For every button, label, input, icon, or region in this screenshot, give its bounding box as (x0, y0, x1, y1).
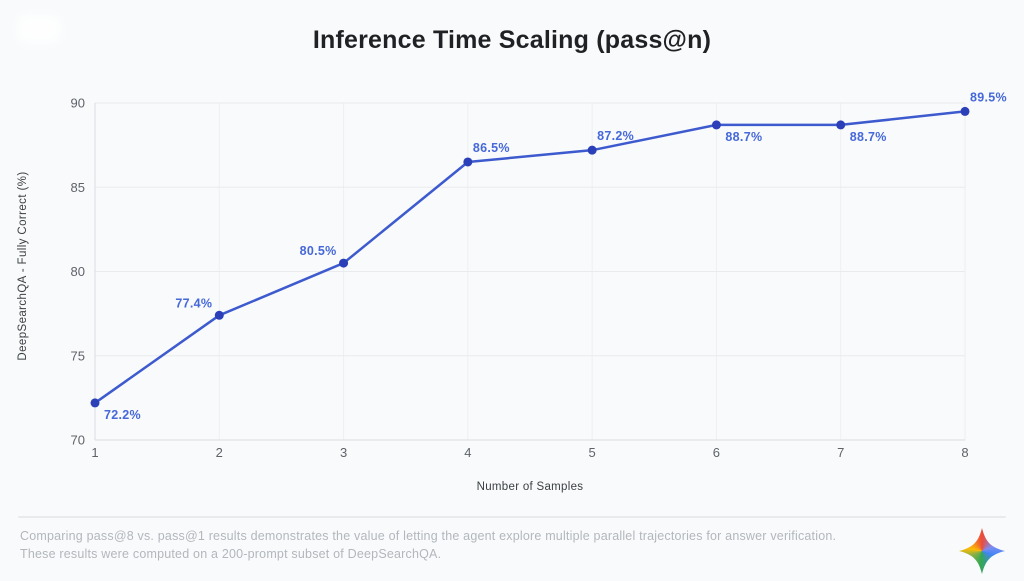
data-point (463, 157, 473, 167)
x-tick-label: 2 (216, 445, 223, 460)
x-tick-label: 4 (464, 445, 471, 460)
data-point (836, 120, 846, 130)
data-point-label: 89.5% (970, 90, 1007, 104)
data-point-label: 86.5% (473, 141, 510, 155)
series-line (93, 110, 967, 405)
data-point (711, 120, 721, 130)
data-point-label: 77.4% (175, 296, 212, 310)
data-point-label: 87.2% (597, 129, 634, 143)
footer-caption-line-1: Comparing pass@8 vs. pass@1 results demo… (20, 529, 837, 543)
data-point-label: 88.7% (725, 130, 762, 144)
data-point-label: 80.5% (300, 244, 337, 258)
data-point (90, 398, 100, 408)
y-tick-label: 70 (71, 433, 85, 448)
x-axis-title: Number of Samples (476, 481, 584, 493)
data-point (214, 310, 224, 320)
data-point (960, 106, 970, 116)
y-tick-label: 85 (71, 180, 85, 195)
y-tick-label: 80 (71, 264, 85, 279)
data-point (587, 145, 597, 155)
footer-divider (18, 516, 1006, 518)
watermark-smudge (16, 13, 62, 45)
data-point-label: 72.2% (104, 408, 141, 422)
x-tick-label: 8 (961, 445, 968, 460)
data-point-label: 88.7% (850, 130, 887, 144)
x-tick-label: 5 (589, 445, 596, 460)
y-tick-label: 75 (71, 348, 85, 363)
x-tick-label: 7 (837, 445, 844, 460)
y-tick-label: 90 (71, 96, 85, 111)
x-tick-label: 1 (91, 445, 98, 460)
data-point (339, 258, 349, 268)
x-tick-label: 3 (340, 445, 347, 460)
footer-caption-line-2: These results were computed on a 200-pro… (20, 547, 442, 561)
chart-title: Inference Time Scaling (pass@n) (312, 26, 712, 54)
x-tick-label: 6 (713, 445, 720, 460)
